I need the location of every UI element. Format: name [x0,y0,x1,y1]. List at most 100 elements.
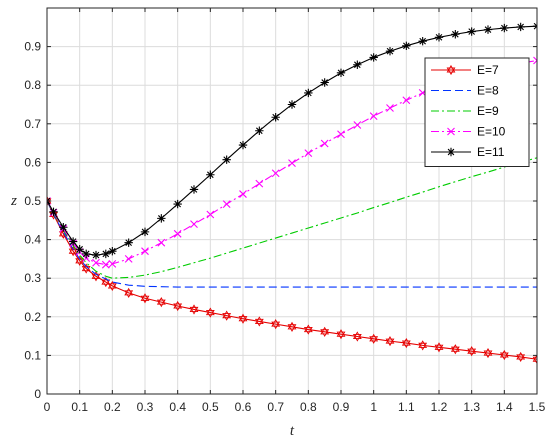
x-tick-label: 0.4 [169,400,186,414]
data-point-marker [254,316,264,324]
data-point-marker [189,185,199,194]
data-point-marker [369,333,379,342]
data-point-marker [320,326,330,335]
y-tick-label: 0.7 [24,117,41,131]
data-point-marker [271,321,281,330]
y-tick-label: 0.3 [24,271,41,285]
series-e-8 [47,200,537,288]
data-point-marker [92,258,100,267]
data-point-marker [271,169,280,178]
data-point-marker [141,247,149,256]
data-point-marker [303,326,313,335]
data-point-marker [320,139,329,148]
data-point-marker [49,207,58,217]
data-point-marker [68,246,78,254]
data-point-marker [222,200,231,208]
data-point-marker [91,250,101,260]
data-point-marker [238,313,248,322]
data-point-marker [336,331,346,340]
data-point-marker [401,340,411,349]
x-tick-label: 0.2 [104,400,121,414]
legend-item: E=7 [431,63,499,77]
series-line [47,200,537,360]
data-point-marker [287,324,297,332]
data-point-marker [271,113,280,122]
legend-box [424,57,530,167]
y-tick-label: 0.2 [24,310,41,324]
data-point-marker [189,306,199,315]
x-tick-label: 0.9 [333,400,350,414]
legend-label: E=11 [477,145,505,159]
data-point-marker [254,318,264,327]
series-e-9 [47,157,537,279]
data-point-marker [189,304,199,313]
data-point-marker [352,331,362,340]
series-line [47,157,537,279]
x-tick-label: 0.1 [71,400,88,414]
data-point-marker [173,300,183,309]
legend-label: E=7 [477,63,499,77]
data-point-marker [369,336,379,344]
data-point-marker [304,149,313,158]
y-tick-label: 0.9 [24,40,41,54]
data-point-marker [108,246,117,256]
data-point-marker [101,279,111,288]
data-point-marker [157,214,166,223]
data-point-marker [447,127,455,136]
x-tick-label: 0.3 [137,400,154,414]
x-tick-label: 0.7 [267,400,284,414]
series-line [47,200,537,288]
data-point-marker [450,346,460,355]
data-point-marker [499,349,509,358]
data-point-marker [532,356,537,365]
data-point-marker [336,68,346,78]
y-tick-label: 0.1 [24,348,41,362]
data-point-marker [483,25,493,34]
x-axis-label: t [290,423,295,439]
data-point-marker [222,310,232,319]
axis-ticks: 0 0.1 0.2 0.3 0.4 0.5 0.6 0.7 0.8 0.9 1 1.1 1.2 1.3 1.… [24,8,546,414]
data-point-marker [353,60,362,69]
data-point-marker [467,348,477,357]
data-point-marker [140,227,150,237]
data-point-marker [173,229,182,238]
data-point-marker [434,33,444,42]
data-point-marker [255,126,264,135]
grid-lines [46,8,538,395]
data-point-marker [434,344,444,353]
data-point-marker [222,313,232,321]
x-tick-label: 0.8 [300,400,317,414]
data-point-marker [402,96,411,105]
legend-item: E=10 [431,125,506,139]
data-point-marker [101,249,110,259]
y-tick-label: 0.8 [24,78,41,92]
data-point-marker [499,352,509,361]
data-point-marker [386,104,394,112]
series-e-11 [47,21,537,260]
data-point-marker [205,307,215,316]
legend-item: E=9 [431,104,499,118]
legend-item: E=8 [431,84,499,98]
data-point-marker [255,179,264,188]
data-point-marker [206,170,215,179]
data-point-marker [75,245,84,254]
x-tick-label: 0.5 [202,400,219,414]
data-point-marker [124,255,133,263]
data-point-marker [271,319,281,327]
data-point-marker [304,88,313,98]
y-tick-label: 0.6 [24,155,41,169]
x-tick-label: 0.6 [235,400,252,414]
data-point-marker [288,159,296,168]
data-point-marker [101,260,110,269]
data-point-marker [446,64,456,73]
data-point-marker [320,329,330,337]
data-point-marker [467,27,476,36]
legend-label: E=8 [477,84,499,98]
data-point-marker [238,316,248,324]
data-point-marker [516,354,526,363]
data-point-marker [140,295,150,304]
data-point-marker [483,347,493,356]
data-point-marker [205,310,215,318]
data-point-marker [500,23,509,33]
x-tick-label: 0 [44,400,51,414]
